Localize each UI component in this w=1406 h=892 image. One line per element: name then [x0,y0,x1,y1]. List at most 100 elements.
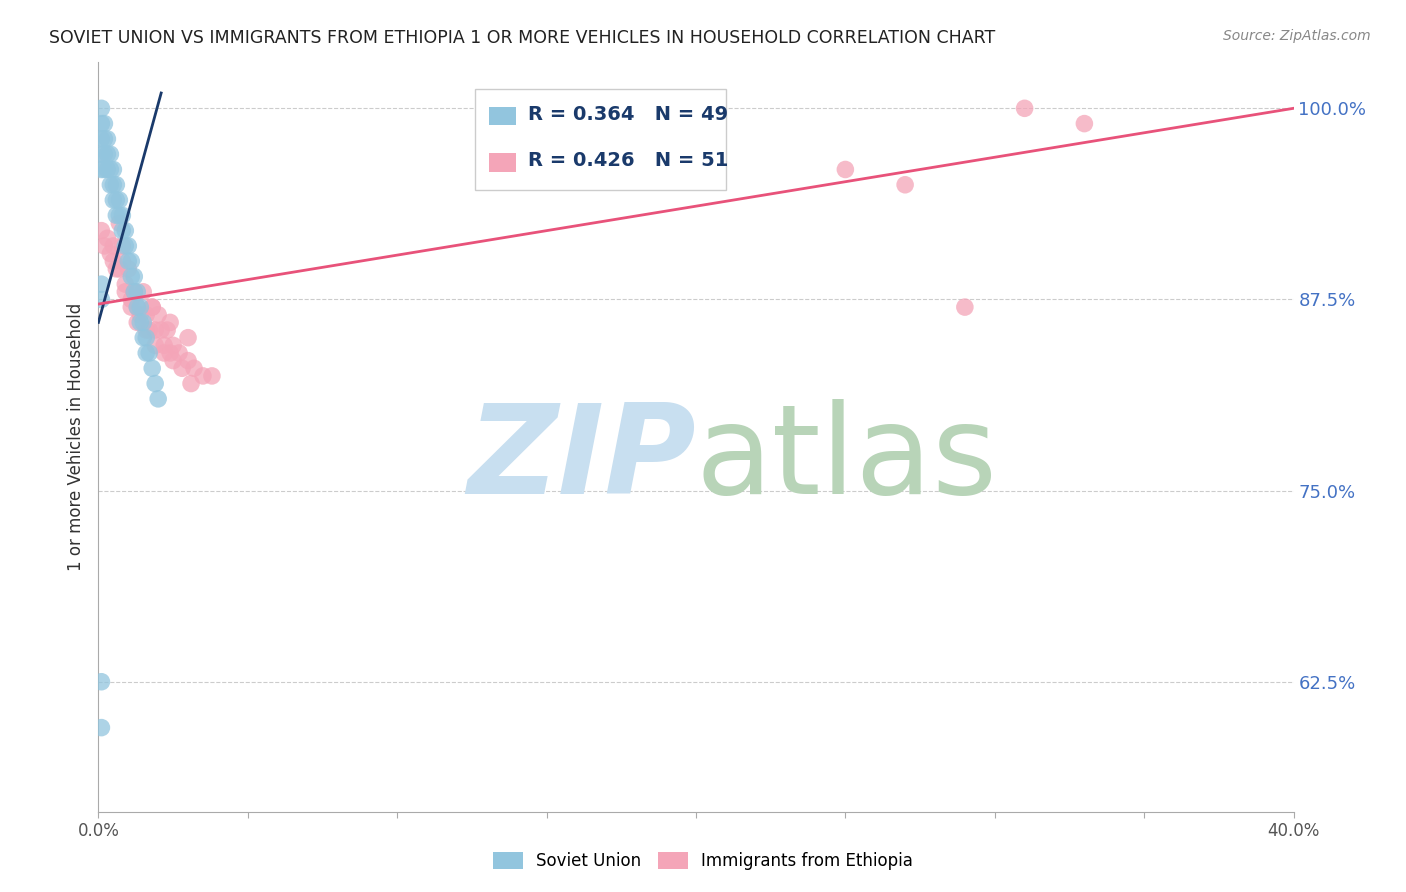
Point [90,101,112,115]
Point [117,261,139,276]
Point [103,239,125,253]
Point [127,300,149,314]
Point [93,239,115,253]
Point [894,178,917,192]
Point [153,346,176,360]
Point [111,239,134,253]
Point [108,261,131,276]
Point [162,353,184,368]
FancyBboxPatch shape [489,107,516,126]
Point [129,308,152,322]
Point [96,231,118,245]
Point [120,269,142,284]
Point [124,285,146,299]
Point [129,315,152,329]
Point [114,285,136,299]
Point [167,346,190,360]
Point [108,193,131,207]
Point [143,323,166,337]
Point [177,331,200,345]
Point [111,208,134,222]
Point [138,323,160,337]
Point [90,224,112,238]
Point [183,361,205,376]
Point [124,269,146,284]
Point [117,254,139,268]
Y-axis label: 1 or more Vehicles in Household: 1 or more Vehicles in Household [66,303,84,571]
Point [156,323,179,337]
Point [90,721,112,735]
Point [108,216,131,230]
Point [90,147,112,161]
Point [159,315,181,329]
Point [93,117,115,131]
Point [105,261,128,276]
Point [93,147,115,161]
Point [111,254,134,268]
Point [153,338,176,352]
Point [98,178,122,192]
Point [96,132,118,146]
Point [103,162,125,177]
Point [135,323,157,337]
Point [834,162,856,177]
Point [111,224,134,238]
Point [132,285,155,299]
Point [124,285,146,299]
Point [132,315,155,329]
Text: R = 0.364   N = 49: R = 0.364 N = 49 [529,104,728,124]
Legend: Soviet Union, Immigrants from Ethiopia: Soviet Union, Immigrants from Ethiopia [488,847,918,875]
FancyBboxPatch shape [489,153,516,172]
Point [103,254,125,268]
Point [141,300,163,314]
Point [148,308,170,322]
Point [127,300,149,314]
Point [90,162,112,177]
Point [120,293,142,307]
Point [148,392,170,406]
Point [90,674,112,689]
Point [201,368,224,383]
Point [129,300,152,314]
Text: atlas: atlas [696,399,998,520]
Point [135,308,157,322]
Point [138,346,160,360]
Point [177,353,200,368]
Point [141,361,163,376]
Point [162,338,184,352]
Text: ZIP: ZIP [467,399,696,520]
Point [96,147,118,161]
FancyBboxPatch shape [475,88,725,190]
Point [132,331,155,345]
Text: Source: ZipAtlas.com: Source: ZipAtlas.com [1223,29,1371,43]
Point [98,246,122,260]
Point [1073,117,1095,131]
Point [127,315,149,329]
Point [108,208,131,222]
Point [114,239,136,253]
Point [135,346,157,360]
Point [98,162,122,177]
Point [98,147,122,161]
Point [953,300,976,314]
Point [150,323,173,337]
Point [103,178,125,192]
Point [143,376,166,391]
Point [105,178,128,192]
Point [93,132,115,146]
Point [90,117,112,131]
Point [90,132,112,146]
Point [127,285,149,299]
Point [172,361,194,376]
Point [114,277,136,292]
Point [135,331,157,345]
Text: R = 0.426   N = 51: R = 0.426 N = 51 [529,151,728,170]
Text: SOVIET UNION VS IMMIGRANTS FROM ETHIOPIA 1 OR MORE VEHICLES IN HOUSEHOLD CORRELA: SOVIET UNION VS IMMIGRANTS FROM ETHIOPIA… [49,29,995,46]
Point [96,162,118,177]
Point [117,239,139,253]
Point [93,162,115,177]
Point [124,285,146,299]
Point [1014,101,1036,115]
Point [191,368,214,383]
Point [105,208,128,222]
